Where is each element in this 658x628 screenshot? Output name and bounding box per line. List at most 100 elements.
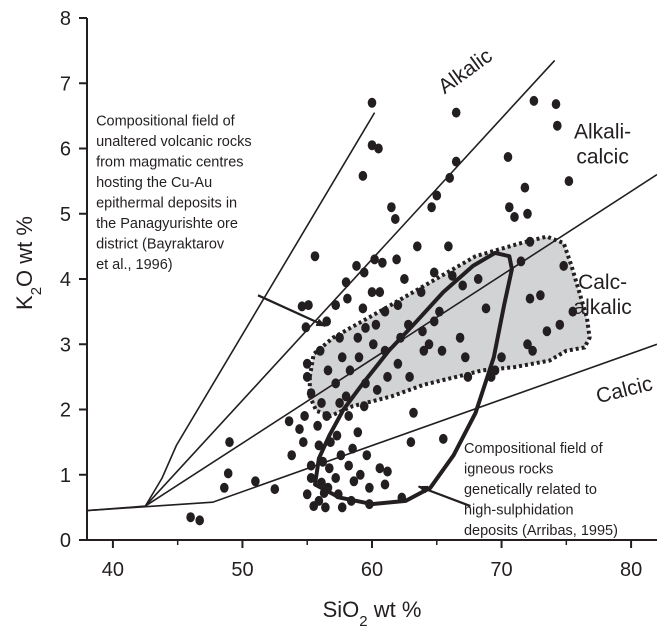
y-tick-label: 5 — [60, 204, 71, 226]
data-point — [195, 515, 204, 526]
data-point — [536, 290, 545, 301]
data-point — [553, 120, 562, 131]
data-point — [523, 208, 532, 219]
x-axis-title-base: SiO — [323, 597, 360, 622]
y-tick-label: 7 — [60, 73, 71, 95]
annotation-arrow — [257, 294, 327, 327]
data-point — [391, 214, 400, 224]
data-point — [321, 502, 330, 513]
data-point — [418, 326, 427, 337]
data-point — [510, 212, 519, 222]
data-point — [362, 450, 372, 461]
data-points — [186, 95, 578, 526]
x-tick-label: 60 — [361, 559, 383, 581]
series-label-line: alkalic — [573, 296, 631, 319]
data-point — [461, 352, 470, 363]
data-point — [359, 401, 369, 412]
data-point — [523, 339, 532, 350]
annotation-line: et al., 1996) — [96, 257, 173, 273]
annotation-text: Compositional field of unaltered volcanic… — [96, 114, 252, 274]
data-point — [367, 287, 377, 298]
data-point — [225, 437, 234, 448]
series-label: Calc-alkalic — [573, 271, 631, 319]
data-point — [295, 424, 304, 435]
data-point — [347, 495, 356, 506]
data-point — [380, 479, 390, 490]
data-point — [359, 267, 369, 278]
x-tick-label: 40 — [102, 559, 124, 581]
data-point — [372, 384, 382, 395]
data-point — [559, 260, 568, 271]
y-tick-label: 3 — [60, 334, 71, 356]
data-point — [520, 182, 530, 193]
data-point — [451, 107, 461, 118]
data-point — [314, 440, 324, 451]
data-point — [432, 190, 442, 201]
annotation-text: Compositional field of igneous rocks genet… — [464, 441, 618, 539]
data-point — [473, 274, 483, 284]
data-point — [374, 143, 383, 154]
data-point — [516, 256, 526, 267]
annotation-line: epithermal deposits in — [96, 196, 237, 212]
annotation-line: unaltered volcanic rocks — [96, 134, 252, 150]
series-label-line: calcic — [576, 146, 629, 169]
series-label: Calcic — [594, 372, 655, 408]
data-point — [503, 152, 513, 162]
data-point — [341, 391, 351, 402]
series-label-line: Alkalic — [434, 44, 497, 98]
data-point — [429, 267, 439, 278]
data-point — [302, 489, 312, 500]
data-point — [455, 332, 465, 343]
annotation-line: Compositional field of — [96, 114, 236, 130]
data-point — [448, 270, 457, 281]
data-point — [354, 352, 364, 363]
data-point — [437, 345, 447, 356]
data-point — [367, 97, 377, 108]
data-point — [284, 416, 294, 427]
annotation-line: from magmatic centres — [96, 155, 243, 171]
data-point — [345, 365, 355, 376]
data-point — [300, 411, 309, 421]
x-axis-title-rest: wt % — [368, 597, 422, 622]
data-point — [223, 468, 233, 479]
data-point — [344, 460, 354, 471]
data-point — [337, 502, 347, 513]
data-point — [528, 345, 537, 356]
data-point — [396, 332, 405, 343]
data-point — [383, 371, 392, 382]
solid-field — [313, 250, 514, 507]
data-point — [287, 450, 297, 461]
data-point — [529, 95, 539, 106]
data-point — [435, 306, 444, 317]
y-tick-label: 6 — [60, 139, 71, 161]
y-axis-title-base: K — [12, 295, 37, 310]
boundary-line-calcic — [87, 343, 657, 512]
data-point — [313, 420, 322, 431]
data-point — [326, 437, 335, 448]
shaded-field — [307, 234, 592, 419]
data-point — [429, 316, 439, 327]
data-point — [419, 345, 429, 356]
data-point — [341, 277, 351, 288]
data-point — [331, 378, 341, 389]
data-point — [358, 303, 368, 314]
data-point — [348, 443, 357, 454]
data-point — [186, 512, 195, 523]
data-point — [400, 274, 409, 284]
x-axis-title: SiO2 wt % — [323, 597, 422, 628]
data-point — [392, 254, 401, 265]
data-point — [405, 371, 414, 382]
data-point — [337, 352, 347, 363]
data-point — [353, 332, 363, 343]
data-point — [301, 322, 311, 333]
data-point — [334, 489, 343, 500]
y-tick-label: 8 — [60, 8, 71, 30]
data-point — [383, 466, 392, 477]
data-point — [481, 303, 491, 314]
annotation-line: the Panagyurishte ore — [96, 216, 238, 232]
data-point — [413, 241, 422, 252]
data-point — [310, 251, 320, 262]
data-point — [322, 411, 332, 421]
data-point — [353, 427, 363, 438]
x-tick-label: 50 — [231, 559, 253, 581]
